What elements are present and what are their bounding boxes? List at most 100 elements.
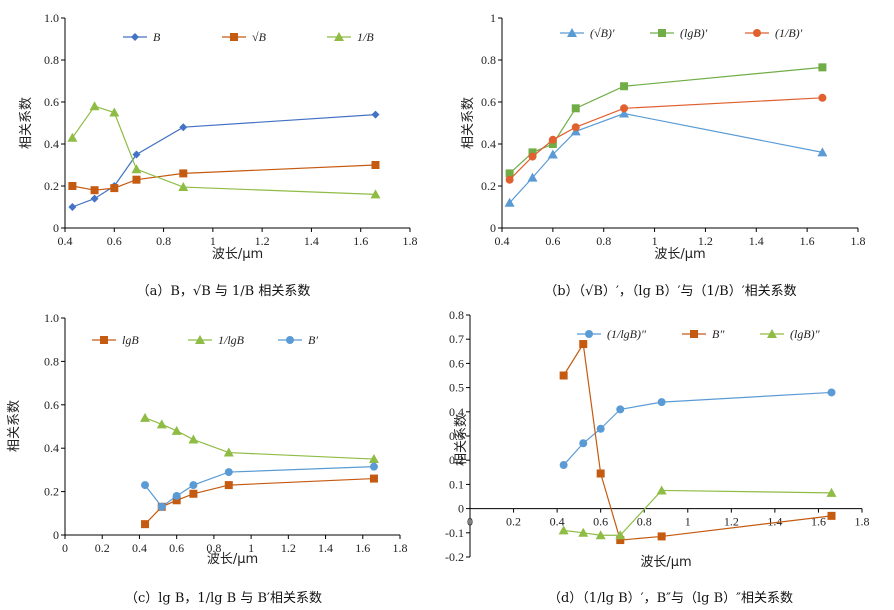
data-point [571, 123, 580, 132]
legend-label: 1/B [357, 30, 374, 44]
x-tick-label: 0.8 [156, 234, 171, 248]
legend-marker [286, 336, 294, 344]
y-tick-label: 0.6 [449, 356, 464, 370]
y-tick-label: 0.2 [44, 485, 59, 499]
x-tick-label: 0.6 [545, 234, 560, 248]
legend-marker [690, 330, 698, 338]
y-tick-label: 1 [490, 11, 496, 25]
data-point [141, 481, 150, 490]
legend-marker [753, 29, 761, 37]
legend-marker [658, 29, 666, 37]
x-tick-label: 1.8 [403, 234, 418, 248]
legend-marker [230, 33, 238, 41]
series-2 [559, 340, 836, 545]
x-tick-label: 1.2 [724, 515, 739, 529]
y-tick-label: 0.4 [44, 137, 59, 151]
y-axis-title: 相关系数 [7, 400, 22, 452]
y-tick-label: 0.7 [449, 332, 464, 346]
data-point [370, 189, 381, 199]
x-tick-label: 1.8 [851, 234, 866, 248]
legend-marker [585, 330, 593, 338]
legend-label: (lgB)′ [680, 26, 708, 40]
chart-a: 0 0.2 0.4 0.6 0.8 1.0 0.4 0.6 0.8 1 1.2 1.4 1.6 1.8 波长… [19, 11, 418, 262]
series-line [509, 97, 823, 181]
data-point [558, 525, 569, 535]
series-3 [505, 93, 827, 184]
legend-entry: (lgB)″ [760, 327, 821, 341]
data-point [559, 461, 568, 470]
data-point [656, 485, 667, 495]
data-point [527, 172, 538, 182]
series-3 [558, 485, 837, 540]
legend-marker [131, 33, 139, 41]
data-point [528, 148, 537, 157]
chart-c: 0 0.2 0.4 0.6 0.8 1.0 0 0.2 0.4 0.6 0.8 1 1.2 1.4 1.6 1… [7, 311, 408, 567]
data-point [596, 424, 605, 433]
caption-d-text: （d）（1/lg B）′，B″与（lg B）″相关系数 [547, 591, 794, 606]
legend-label: lgB [122, 333, 139, 347]
data-point [89, 101, 100, 111]
data-point [132, 150, 141, 159]
x-axis-title: 波长/μm [207, 552, 258, 567]
legend-label: (1/lgB)″ [607, 327, 647, 341]
caption-a-text: （a）B，√B 与 1/B 相关系数 [136, 284, 311, 299]
legend-entry: (lgB)′ [650, 26, 708, 40]
x-tick-label: 1.4 [749, 234, 764, 248]
caption-c-text: （c）lg B，1/lg B 与 B′相关系数 [124, 591, 323, 606]
y-tick-label: 0.6 [44, 398, 59, 412]
series-1 [504, 108, 828, 207]
x-tick-label: 1.2 [281, 541, 296, 555]
y-tick-label: 0.8 [481, 53, 496, 67]
y-tick-label: 0.2 [481, 179, 496, 193]
legend-label: (lgB)″ [790, 327, 821, 341]
legend-label: B [153, 30, 161, 44]
data-point [141, 520, 150, 529]
x-tick-label: 1 [685, 515, 691, 529]
series-line [509, 112, 823, 204]
x-tick-label: 1.2 [698, 234, 713, 248]
x-tick-label: 1.6 [355, 541, 370, 555]
caption-b: （b）（√B）′，（lg B）′与（1/B）′相关系数 [447, 280, 894, 299]
x-tick-label: 0 [467, 515, 473, 529]
x-tick-label: 1 [210, 234, 216, 248]
x-tick-label: 1 [248, 541, 254, 555]
data-point [223, 447, 234, 457]
series-1 [559, 388, 836, 470]
series-2 [140, 412, 379, 464]
data-point [571, 104, 580, 113]
data-point [189, 481, 198, 490]
data-point [140, 412, 151, 422]
data-point [827, 511, 836, 520]
data-point [547, 149, 558, 159]
data-point [132, 175, 141, 184]
series-line [563, 391, 832, 466]
data-point [109, 107, 120, 117]
data-point [615, 530, 626, 540]
data-point [368, 454, 379, 464]
x-tick-label: 0.4 [550, 515, 565, 529]
legend-entry: B′ [278, 333, 318, 347]
x-tick-label: 0.8 [637, 515, 652, 529]
data-point [548, 135, 557, 144]
x-tick-label: 1 [652, 234, 658, 248]
x-tick-label: 0.6 [593, 515, 608, 529]
caption-d: （d）（1/lg B）′，B″与（lg B）″相关系数 [447, 587, 894, 606]
data-point [179, 123, 188, 132]
y-tick-label: 0.8 [44, 354, 59, 368]
x-tick-label: 1.4 [767, 515, 782, 529]
data-point [826, 487, 837, 497]
x-tick-label: 0.4 [132, 541, 147, 555]
x-axis-title: 波长/μm [654, 247, 705, 262]
y-tick-label: 0.4 [481, 137, 496, 151]
series-line [144, 417, 374, 460]
y-tick-label: 0.8 [449, 308, 464, 322]
data-point [620, 82, 629, 91]
data-point [616, 405, 625, 414]
series-3 [141, 462, 378, 511]
x-tick-label: 0.8 [206, 541, 221, 555]
caption-c: （c）lg B，1/lg B 与 B′相关系数 [0, 587, 447, 606]
legend-marker [767, 329, 777, 338]
legend-entry: B″ [682, 327, 725, 341]
